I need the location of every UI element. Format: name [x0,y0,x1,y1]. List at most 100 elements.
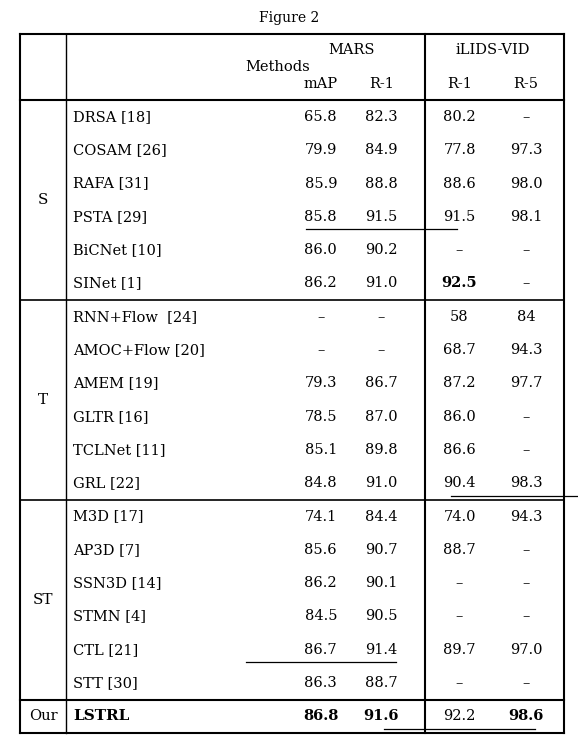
Text: –: – [523,676,529,690]
Text: 65.8: 65.8 [305,110,337,124]
Text: –: – [523,277,529,290]
Text: 74.1: 74.1 [305,509,337,524]
Text: 85.6: 85.6 [305,543,337,557]
Text: 98.1: 98.1 [510,210,542,224]
Text: 91.0: 91.0 [365,476,398,490]
Text: 87.0: 87.0 [365,410,398,423]
Text: 87.2: 87.2 [443,376,476,390]
Text: 86.8: 86.8 [303,709,339,723]
Text: 86.6: 86.6 [443,443,476,457]
Text: mAP: mAP [303,76,338,91]
Text: RNN+Flow  [24]: RNN+Flow [24] [73,310,198,324]
Text: 58: 58 [450,310,469,324]
Text: GRL [22]: GRL [22] [73,476,140,490]
Text: 78.5: 78.5 [305,410,337,423]
Text: 92.2: 92.2 [443,709,476,723]
Text: Our: Our [29,709,58,723]
Text: 90.7: 90.7 [365,543,398,557]
Text: MARS: MARS [328,43,375,58]
Text: 98.6: 98.6 [508,709,544,723]
Text: –: – [523,543,529,557]
Text: AMOC+Flow [20]: AMOC+Flow [20] [73,343,205,357]
Text: STT [30]: STT [30] [73,676,138,690]
Text: 85.8: 85.8 [305,210,337,224]
Text: –: – [456,676,463,690]
Text: 86.7: 86.7 [305,643,337,657]
Text: LSTRL: LSTRL [73,709,130,723]
Text: 88.7: 88.7 [443,543,476,557]
Text: 86.0: 86.0 [443,410,476,423]
Text: COSAM [26]: COSAM [26] [73,143,167,157]
Text: –: – [523,243,529,257]
Text: –: – [317,343,324,357]
Text: 82.3: 82.3 [365,110,398,124]
Text: 88.7: 88.7 [365,676,398,690]
Text: 89.7: 89.7 [443,643,476,657]
Text: 94.3: 94.3 [510,343,542,357]
Text: 85.1: 85.1 [305,443,337,457]
Text: –: – [523,443,529,457]
Text: 91.5: 91.5 [365,210,398,224]
Text: 84.9: 84.9 [365,143,398,157]
Text: 86.3: 86.3 [305,676,337,690]
Text: 84: 84 [517,310,535,324]
Text: 86.7: 86.7 [365,376,398,390]
Text: 92.5: 92.5 [442,277,477,290]
Text: Methods: Methods [246,60,310,74]
Text: R-5: R-5 [513,76,539,91]
Text: 94.3: 94.3 [510,509,542,524]
Text: 91.0: 91.0 [365,277,398,290]
Text: 90.5: 90.5 [365,610,398,624]
Text: 97.0: 97.0 [510,643,542,657]
Text: GLTR [16]: GLTR [16] [73,410,149,423]
Text: 91.5: 91.5 [443,210,476,224]
Text: 68.7: 68.7 [443,343,476,357]
Text: 84.5: 84.5 [305,610,337,624]
Text: 77.8: 77.8 [443,143,476,157]
Text: SSN3D [14]: SSN3D [14] [73,576,162,590]
Text: SINet [1]: SINet [1] [73,277,142,290]
Text: –: – [317,310,324,324]
Text: 84.4: 84.4 [365,509,398,524]
Text: TCLNet [11]: TCLNet [11] [73,443,166,457]
Text: –: – [456,243,463,257]
Text: 79.3: 79.3 [305,376,337,390]
Text: –: – [456,610,463,624]
Text: iLIDS-VID: iLIDS-VID [455,43,530,58]
Text: 84.8: 84.8 [305,476,337,490]
Text: 98.3: 98.3 [510,476,542,490]
Text: –: – [523,576,529,590]
Text: 97.7: 97.7 [510,376,542,390]
Text: –: – [523,110,529,124]
Text: 90.2: 90.2 [365,243,398,257]
Text: 89.8: 89.8 [365,443,398,457]
Text: S: S [38,193,49,207]
Text: PSTA [29]: PSTA [29] [73,210,147,224]
Text: –: – [523,410,529,423]
Text: R-1: R-1 [447,76,472,91]
Text: 98.0: 98.0 [510,177,542,191]
Text: Figure 2: Figure 2 [259,11,319,25]
Text: STMN [4]: STMN [4] [73,610,146,624]
Text: R-1: R-1 [369,76,394,91]
Text: T: T [38,393,49,407]
Text: 86.0: 86.0 [305,243,337,257]
Text: RAFA [31]: RAFA [31] [73,177,149,191]
Text: 90.4: 90.4 [443,476,476,490]
Text: –: – [378,343,385,357]
Text: ST: ST [33,593,54,607]
Text: AMEM [19]: AMEM [19] [73,376,159,390]
Text: 79.9: 79.9 [305,143,337,157]
Text: 86.2: 86.2 [305,277,337,290]
Text: –: – [456,576,463,590]
Text: 74.0: 74.0 [443,509,476,524]
Text: BiCNet [10]: BiCNet [10] [73,243,162,257]
Text: 86.2: 86.2 [305,576,337,590]
Text: 90.1: 90.1 [365,576,398,590]
Text: AP3D [7]: AP3D [7] [73,543,140,557]
Text: M3D [17]: M3D [17] [73,509,144,524]
Text: CTL [21]: CTL [21] [73,643,139,657]
Text: –: – [378,310,385,324]
Text: 80.2: 80.2 [443,110,476,124]
Text: –: – [523,610,529,624]
